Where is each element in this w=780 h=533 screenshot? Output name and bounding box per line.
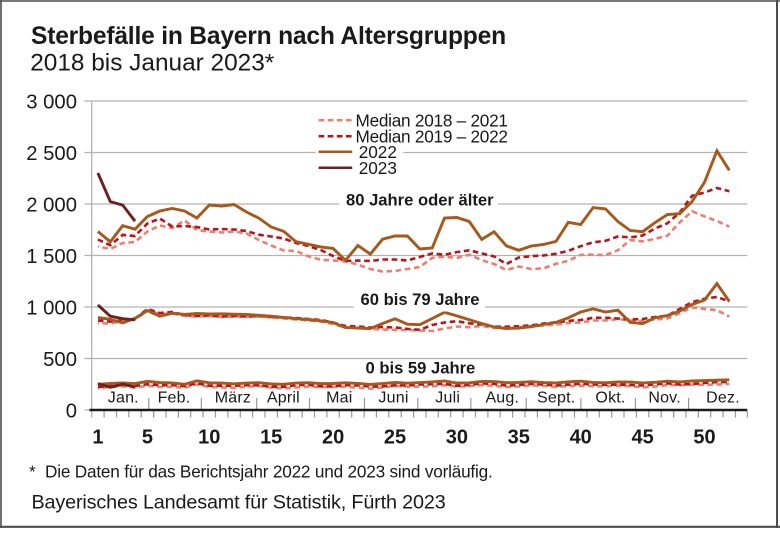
svg-text:Jan.: Jan. [108, 390, 139, 407]
svg-text:Sept.: Sept. [537, 390, 575, 407]
svg-text:60 bis 79 Jahre: 60 bis 79 Jahre [361, 290, 480, 309]
svg-text:30: 30 [446, 427, 468, 449]
svg-text:2 000: 2 000 [26, 194, 77, 216]
svg-text:Okt.: Okt. [595, 390, 625, 407]
svg-text:35: 35 [508, 427, 530, 449]
svg-text:45: 45 [631, 427, 653, 449]
svg-text:April: April [267, 390, 300, 407]
svg-text:15: 15 [260, 427, 282, 449]
svg-text:50: 50 [693, 427, 715, 449]
svg-text:2023: 2023 [359, 158, 397, 178]
svg-text:2 500: 2 500 [26, 143, 77, 165]
svg-text:25: 25 [384, 427, 406, 449]
svg-text:1: 1 [92, 427, 103, 449]
svg-text:Mai: Mai [326, 390, 352, 407]
svg-text:2022: 2022 [359, 142, 397, 162]
svg-text:Median 2019 – 2022: Median 2019 – 2022 [356, 127, 508, 147]
svg-text:1 000: 1 000 [26, 297, 77, 319]
svg-text:Bayerisches Landesamt für Stat: Bayerisches Landesamt für Statistik, Für… [32, 492, 446, 514]
svg-text:Dez.: Dez. [706, 390, 740, 407]
svg-text:Feb.: Feb. [158, 390, 191, 407]
svg-text:10: 10 [198, 427, 220, 449]
svg-text:*: * [29, 461, 36, 481]
svg-text:Juli: Juli [435, 390, 460, 407]
svg-text:Aug.: Aug. [485, 390, 519, 407]
svg-text:März: März [215, 390, 251, 407]
svg-text:Die Daten für das Berichtsjahr: Die Daten für das Berichtsjahr 2022 und … [45, 461, 493, 481]
svg-text:80 Jahre oder älter: 80 Jahre oder älter [346, 190, 494, 209]
svg-text:5: 5 [142, 427, 153, 449]
svg-text:500: 500 [43, 349, 77, 371]
svg-text:2018 bis Januar 2023*: 2018 bis Januar 2023* [30, 49, 275, 76]
svg-text:20: 20 [322, 427, 344, 449]
svg-text:Sterbefälle in Bayern nach Alt: Sterbefälle in Bayern nach Altersgruppen [31, 23, 506, 50]
svg-text:Nov.: Nov. [648, 390, 681, 407]
svg-text:0: 0 [66, 400, 77, 422]
svg-text:1 500: 1 500 [26, 246, 77, 268]
svg-text:0 bis 59 Jahre: 0 bis 59 Jahre [366, 359, 476, 378]
svg-text:Juni: Juni [378, 390, 408, 407]
svg-text:Median 2018 – 2021: Median 2018 – 2021 [356, 111, 508, 131]
svg-text:3 000: 3 000 [26, 91, 77, 113]
svg-text:40: 40 [570, 427, 592, 449]
